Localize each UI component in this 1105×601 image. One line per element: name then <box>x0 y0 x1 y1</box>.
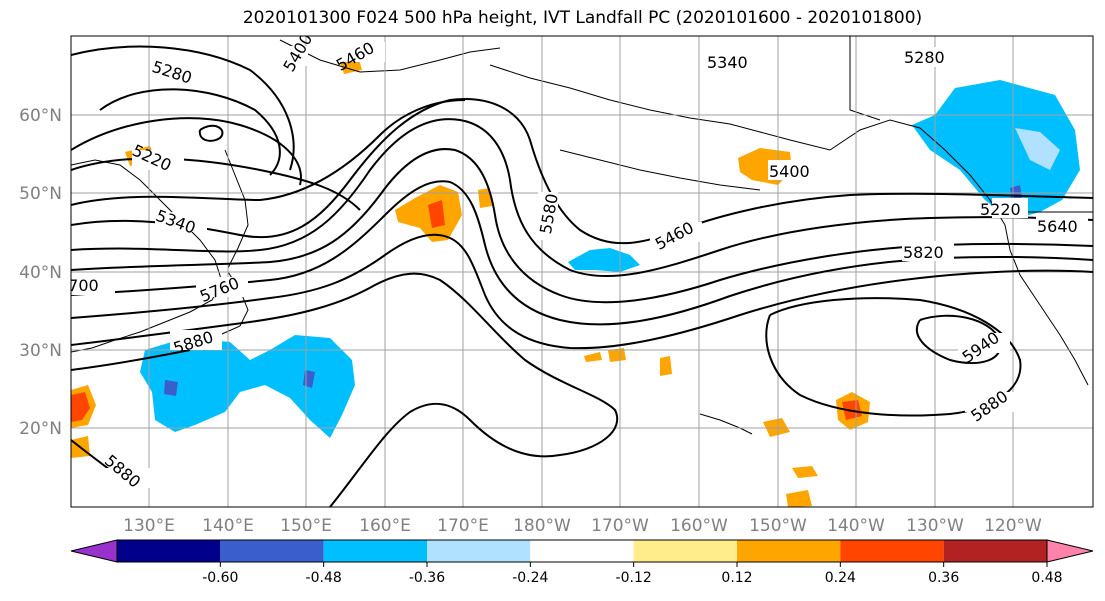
svg-text:160°W: 160°W <box>670 516 728 536</box>
contour-label-6: 5400 <box>768 160 820 181</box>
svg-text:50°N: 50°N <box>19 184 62 204</box>
colorbar-extend-low <box>70 539 118 563</box>
contour-label-5: 5220 <box>129 141 184 175</box>
svg-text:5400: 5400 <box>769 162 810 181</box>
svg-text:130°E: 130°E <box>123 516 175 536</box>
colorbar-tick-label: -0.24 <box>512 570 548 586</box>
contour-label-13: 5700 <box>58 275 115 295</box>
svg-text:5280: 5280 <box>904 48 945 67</box>
ivt-positive-small-2 <box>792 466 818 478</box>
ivt-positive-small-3 <box>786 490 812 507</box>
svg-text:5220: 5220 <box>980 200 1021 219</box>
colorbar: -0.60 -0.48 -0.36 -0.24 -0.12 0.12 0.24 0.36 0.4… <box>70 539 1094 586</box>
ivt-positive-small-5 <box>608 348 626 362</box>
ivt-positive-core-kamchatka <box>428 200 445 228</box>
gridlines <box>71 36 1093 507</box>
colorbar-bin <box>737 540 841 562</box>
latitude-labels: 60°N 50°N 40°N 30°N 20°N <box>19 106 62 439</box>
svg-text:130°W: 130°W <box>906 516 964 536</box>
svg-text:170°E: 170°E <box>437 516 489 536</box>
svg-text:5340: 5340 <box>707 53 748 72</box>
svg-text:5700: 5700 <box>58 276 99 295</box>
contour-label-11: 5820 <box>902 241 954 262</box>
coastline-alaska <box>489 64 1089 386</box>
colorbar-bin <box>633 540 737 562</box>
svg-text:20°N: 20°N <box>19 419 62 439</box>
coastline-hawaii <box>699 413 753 435</box>
coastline-north <box>279 39 501 73</box>
map-frame <box>70 35 1094 508</box>
contour-label-8: 5340 <box>153 206 207 238</box>
svg-text:160°E: 160°E <box>359 516 411 536</box>
coastlines <box>71 36 1093 435</box>
colorbar-tick-label: -0.60 <box>202 570 238 586</box>
colorbar-bin <box>530 540 634 562</box>
colorbar-outline <box>116 539 1048 563</box>
svg-text:5820: 5820 <box>903 243 944 262</box>
svg-text:180°W: 180°W <box>513 516 571 536</box>
ivt-positive-small-6 <box>660 356 672 376</box>
ivt-negative-region-west-pacific <box>140 335 355 438</box>
svg-text:170°W: 170°W <box>591 516 649 536</box>
colorbar-bin <box>117 540 221 562</box>
ivt-strong-negative-core-wp <box>164 380 178 396</box>
colorbar-bin <box>427 540 531 562</box>
svg-text:40°N: 40°N <box>19 263 62 283</box>
colorbar-tick-label: 0.48 <box>1031 570 1062 586</box>
longitude-labels: 130°E 140°E 150°E 160°E 170°E 180°W 170°… <box>123 516 1042 536</box>
svg-text:60°N: 60°N <box>19 106 62 126</box>
coastline-aleutians <box>559 149 761 191</box>
colorbar-bin <box>840 540 944 562</box>
colorbar-tick-label: -0.12 <box>616 570 652 586</box>
colorbar-bin <box>323 540 427 562</box>
contour-label-18: 5220 <box>980 198 1028 219</box>
contour-labels: 5280 5400 5340 5460 5220 5400 5280 5340 … <box>58 36 1088 492</box>
height-contours <box>71 45 1093 507</box>
ivt-positive-small-4 <box>584 352 602 362</box>
ivt-positive-core-west-edge <box>71 392 90 422</box>
svg-text:30°N: 30°N <box>19 341 62 361</box>
contour-label-10: 5580 <box>536 192 562 240</box>
ivt-negative-patch-central <box>568 248 640 272</box>
map-title: 2020101300 F024 500 hPa height, IVT Land… <box>242 8 923 28</box>
colorbar-tick-label: -0.48 <box>306 570 342 586</box>
colorbar-tick-label: 0.24 <box>825 570 856 586</box>
colorbar-tick-label: -0.36 <box>409 570 445 586</box>
colorbar-tick-label: 0.12 <box>721 570 752 586</box>
ivt-weak-negative-patch <box>1015 128 1060 170</box>
ivt-positive-region-kamchatka <box>395 185 462 242</box>
colorbar-bin <box>943 540 1047 562</box>
svg-text:120°W: 120°W <box>984 516 1042 536</box>
svg-text:5640: 5640 <box>1037 217 1078 236</box>
contour-label-7: 5280 <box>903 47 955 67</box>
contour-label-19: 5880 <box>100 451 152 492</box>
svg-text:150°E: 150°E <box>280 516 332 536</box>
coastline-asia <box>71 159 223 353</box>
contour-label-12: 5640 <box>1036 215 1088 236</box>
svg-text:140°E: 140°E <box>202 516 254 536</box>
contour-label-3: 5340 <box>706 51 758 72</box>
svg-text:140°W: 140°W <box>827 516 885 536</box>
colorbar-bin <box>220 540 324 562</box>
colorbar-tick-label: 0.36 <box>928 570 959 586</box>
colorbar-extend-high <box>1046 539 1094 563</box>
border-alaska-canada <box>849 36 881 121</box>
svg-text:150°W: 150°W <box>749 516 807 536</box>
